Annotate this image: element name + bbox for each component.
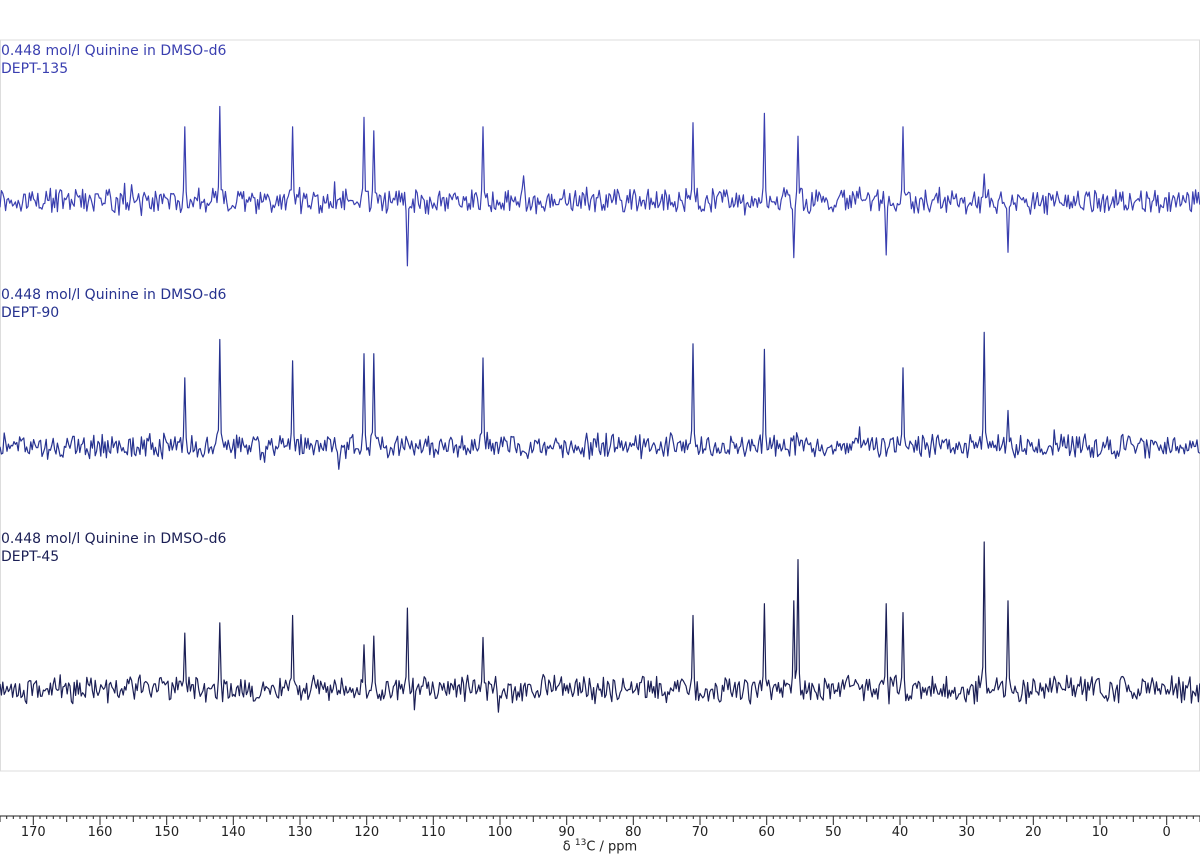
x-tick-label: 100 bbox=[488, 825, 513, 840]
x-axis-label-suffix: C / ppm bbox=[586, 839, 638, 855]
spectrum-1-title: 0.448 mol/l Quinine in DMSO-d6 DEPT-135 bbox=[1, 42, 226, 78]
spectrum-3-title: 0.448 mol/l Quinine in DMSO-d6 DEPT-45 bbox=[1, 530, 226, 566]
spectrum-1-sample: 0.448 mol/l Quinine in DMSO-d6 bbox=[1, 43, 227, 59]
x-tick-label: 0 bbox=[1163, 825, 1171, 840]
x-axis: 170 160 150 140 130 120 110 100 90 80 70 60 50 40 30 20… bbox=[0, 815, 1200, 840]
x-tick-label: 30 bbox=[958, 825, 975, 840]
x-axis-label-isotope: 13 bbox=[574, 838, 587, 848]
spectrum-2-trace bbox=[0, 331, 1200, 470]
spectrum-3-sample: 0.448 mol/l Quinine in DMSO-d6 bbox=[1, 531, 227, 547]
spectrum-3-trace bbox=[0, 541, 1200, 713]
x-axis-label-prefix: δ bbox=[562, 839, 575, 855]
x-tick-label: 170 bbox=[21, 825, 46, 840]
spectrum-traces bbox=[0, 105, 1200, 713]
x-tick-label: 120 bbox=[354, 825, 379, 840]
x-tick-label: 10 bbox=[1092, 825, 1109, 840]
x-axis-label: δ 13C / ppm bbox=[0, 838, 1200, 854]
spectrum-2-experiment: DEPT-90 bbox=[1, 305, 60, 321]
spectrum-2-sample: 0.448 mol/l Quinine in DMSO-d6 bbox=[1, 287, 227, 303]
x-tick-label: 160 bbox=[88, 825, 113, 840]
x-tick-label: 130 bbox=[288, 825, 313, 840]
spectrum-2-title: 0.448 mol/l Quinine in DMSO-d6 DEPT-90 bbox=[1, 286, 226, 322]
spectrum-1-experiment: DEPT-135 bbox=[1, 61, 69, 77]
spectrum-1-trace bbox=[0, 105, 1200, 267]
x-tick-label: 150 bbox=[154, 825, 179, 840]
x-tick-label: 70 bbox=[692, 825, 709, 840]
x-tick-label: 90 bbox=[558, 825, 575, 840]
x-tick-label: 40 bbox=[892, 825, 909, 840]
x-tick-label: 110 bbox=[421, 825, 446, 840]
x-tick-label: 50 bbox=[825, 825, 842, 840]
x-tick-label: 20 bbox=[1025, 825, 1042, 840]
spectrum-3-experiment: DEPT-45 bbox=[1, 549, 60, 565]
x-tick-label: 80 bbox=[625, 825, 642, 840]
x-tick-label: 60 bbox=[758, 825, 775, 840]
x-tick-label: 140 bbox=[221, 825, 246, 840]
